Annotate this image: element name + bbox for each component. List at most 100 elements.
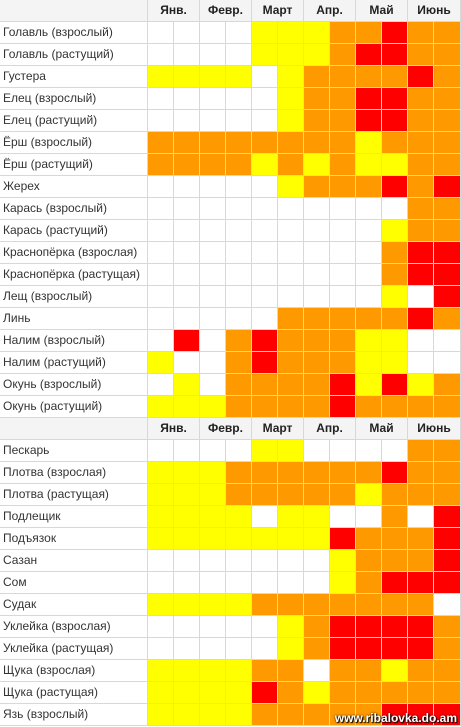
activity-cell [382,242,408,264]
activity-cell [382,110,408,132]
activity-cell [304,198,330,220]
activity-cell [434,484,461,506]
activity-cell [226,462,252,484]
activity-cell [174,198,200,220]
activity-cell [200,264,226,286]
activity-cell [330,330,356,352]
activity-cell [200,660,226,682]
activity-cell [148,198,174,220]
activity-cell [252,616,278,638]
activity-cell [252,286,278,308]
activity-cell [174,550,200,572]
activity-cell [434,110,461,132]
activity-cell [434,66,461,88]
activity-cell [200,330,226,352]
activity-cell [252,176,278,198]
activity-cell [434,616,461,638]
activity-cell [252,572,278,594]
activity-cell [148,638,174,660]
activity-cell [408,484,434,506]
activity-cell [174,572,200,594]
fish-name: Уклейка (растущая) [0,638,148,660]
activity-cell [330,198,356,220]
fish-name: Плотва (растущая) [0,484,148,506]
activity-cell [382,682,408,704]
fish-name: Окунь (взрослый) [0,374,148,396]
activity-cell [434,154,461,176]
activity-cell [252,352,278,374]
activity-cell [408,374,434,396]
activity-cell [356,660,382,682]
activity-cell [382,66,408,88]
activity-cell [356,242,382,264]
activity-cell [304,704,330,726]
activity-cell [330,154,356,176]
activity-cell [174,264,200,286]
activity-cell [304,352,330,374]
activity-cell [148,110,174,132]
activity-cell [252,154,278,176]
activity-cell [278,176,304,198]
activity-cell [278,264,304,286]
month-header: Апр. [304,418,356,440]
activity-cell [200,176,226,198]
fish-name: Линь [0,308,148,330]
activity-cell [304,242,330,264]
activity-cell [226,594,252,616]
activity-cell [278,594,304,616]
activity-cell [330,462,356,484]
activity-cell [304,506,330,528]
activity-cell [304,176,330,198]
activity-cell [148,220,174,242]
activity-cell [304,220,330,242]
activity-cell [278,462,304,484]
activity-cell [148,264,174,286]
activity-cell [434,22,461,44]
activity-cell [174,132,200,154]
activity-cell [278,220,304,242]
fish-name: Карась (взрослый) [0,198,148,220]
activity-cell [382,440,408,462]
activity-cell [252,594,278,616]
activity-cell [330,264,356,286]
activity-cell [304,528,330,550]
activity-cell [434,264,461,286]
fish-name: Краснопёрка (растущая) [0,264,148,286]
activity-cell [330,594,356,616]
activity-cell [408,594,434,616]
activity-cell [330,616,356,638]
activity-cell [278,330,304,352]
activity-cell [382,528,408,550]
month-header: Март [252,418,304,440]
activity-cell [278,110,304,132]
activity-cell [278,88,304,110]
fish-name: Голавль (растущий) [0,44,148,66]
activity-cell [304,616,330,638]
activity-cell [200,286,226,308]
activity-cell [356,308,382,330]
fish-name: Плотва (взрослая) [0,462,148,484]
activity-cell [356,88,382,110]
activity-cell [382,352,408,374]
activity-cell [200,242,226,264]
activity-cell [226,132,252,154]
activity-cell [408,242,434,264]
activity-cell [252,110,278,132]
month-header: Май [356,0,408,22]
month-header: Июнь [408,0,461,22]
activity-cell [148,396,174,418]
activity-cell [356,704,382,726]
activity-cell [148,616,174,638]
activity-cell [252,484,278,506]
activity-cell [252,264,278,286]
activity-cell [382,616,408,638]
activity-cell [434,132,461,154]
fish-name: Сом [0,572,148,594]
activity-cell [148,704,174,726]
activity-cell [252,88,278,110]
fish-name: Налим (взрослый) [0,330,148,352]
activity-cell [278,682,304,704]
activity-cell [278,528,304,550]
activity-cell [200,66,226,88]
activity-cell [174,506,200,528]
